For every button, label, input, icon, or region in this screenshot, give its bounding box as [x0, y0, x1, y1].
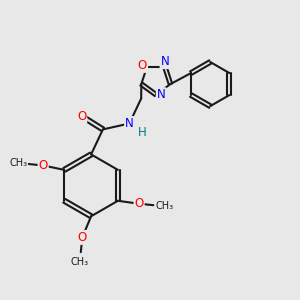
Text: O: O — [134, 197, 144, 210]
Text: H: H — [138, 126, 147, 139]
Text: O: O — [78, 231, 87, 244]
Text: O: O — [138, 59, 147, 72]
Text: O: O — [38, 159, 48, 172]
Text: CH₃: CH₃ — [155, 201, 173, 211]
Text: CH₃: CH₃ — [71, 257, 89, 268]
Text: N: N — [157, 88, 166, 101]
Text: N: N — [125, 117, 134, 130]
Text: CH₃: CH₃ — [9, 158, 27, 168]
Text: O: O — [77, 110, 86, 123]
Text: N: N — [160, 55, 169, 68]
